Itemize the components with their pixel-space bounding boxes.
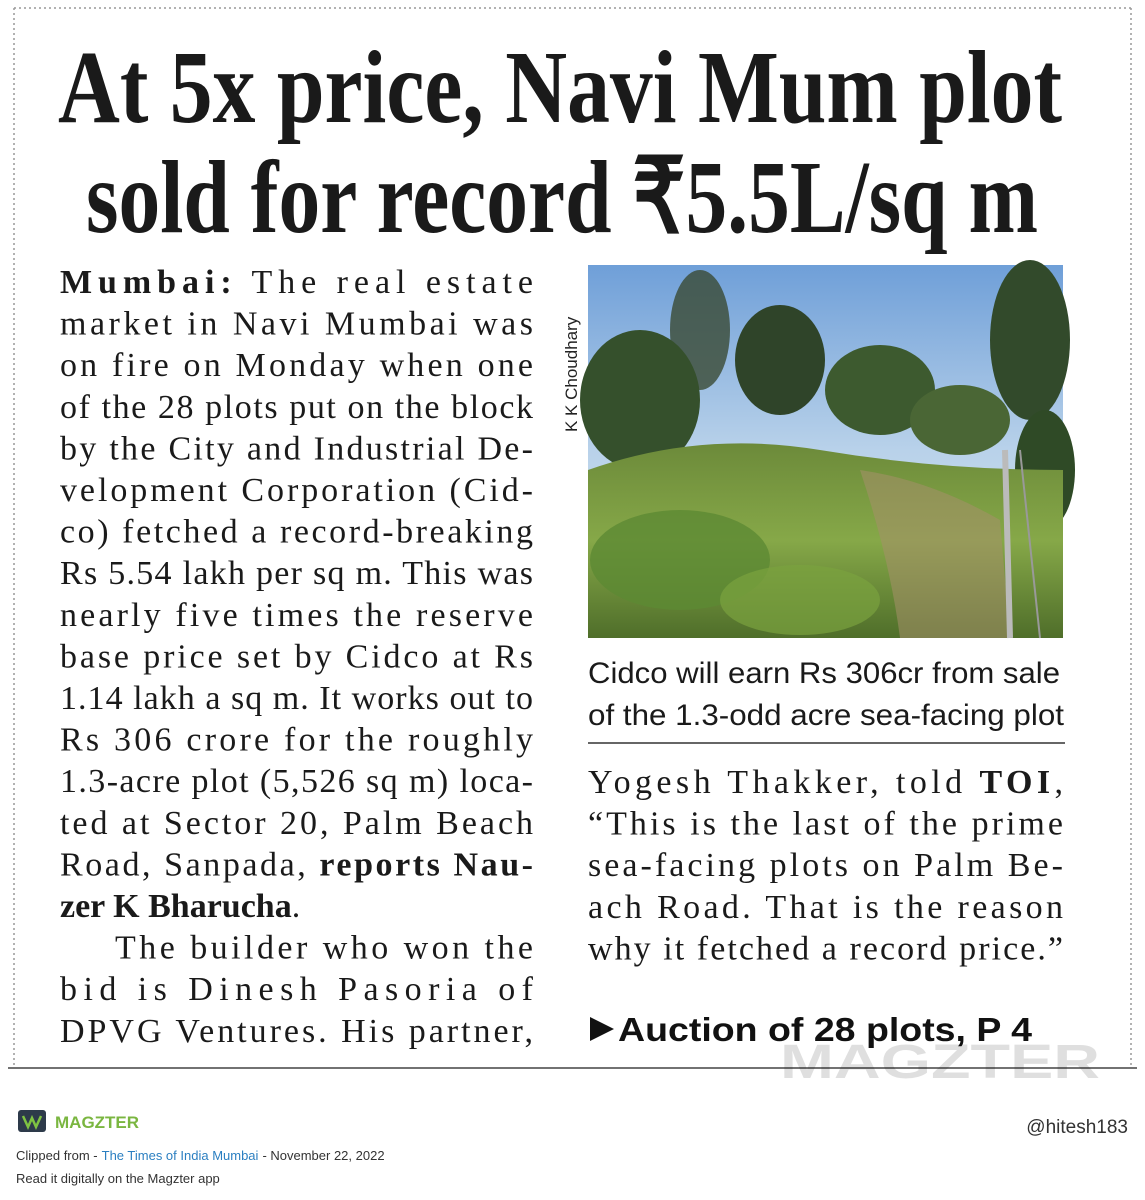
body-line: Road, Sanpada, reports Nau- (60, 846, 533, 883)
body-line: co) fetched a record-breaking (60, 514, 533, 551)
body-line: sea-facing plots on Palm Be- (588, 847, 1063, 884)
text: . (292, 888, 301, 925)
text: on fire on Monday when one (60, 347, 533, 384)
text: “This is the last of the prime (588, 806, 1063, 843)
clipped-label: Clipped from - (16, 1148, 98, 1163)
text: 1.3-acre plot (5,526 sq m) loca- (60, 763, 533, 800)
body-line: zer K Bharucha. (60, 888, 300, 925)
right-column: Yogesh Thakker, told TOI , “This is the la… (588, 764, 1063, 967)
headline: At 5x price, Navi Mum plot (58, 30, 1062, 145)
text: sea-facing plots on Palm Be- (588, 847, 1063, 884)
text: DPVG Ventures. His partner, (60, 1013, 533, 1050)
handle: @hitesh183 (1026, 1117, 1128, 1138)
text: The builder who won the (115, 930, 533, 967)
body-line: ted at Sector 20, Palm Beach (60, 805, 533, 842)
text: Yogesh Thakker, told (588, 764, 975, 801)
bold-text: zer K Bharucha (60, 888, 292, 925)
headline: sold for record ₹5.5L/sq m (86, 140, 1038, 255)
brand: MAGZTER (55, 1113, 139, 1132)
body-line: The builder who won the (115, 930, 533, 967)
body-line: of the 28 plots put on the block (60, 389, 533, 426)
text: by the City and Industrial De- (60, 430, 533, 467)
jump-arrow (590, 1017, 614, 1041)
body-line: DPVG Ventures. His partner, (60, 1013, 533, 1050)
jump-line: Auction of 28 plots, P 4 (618, 1011, 1033, 1048)
body-line: velopment Corporation (Cid- (60, 472, 533, 509)
body-line: Rs 5.54 lakh per sq m. This was (60, 555, 533, 592)
body-line: why it fetched a record price.” (588, 930, 1063, 967)
date: - November 22, 2022 (262, 1148, 384, 1163)
magzter-logo (18, 1110, 46, 1132)
text: 1.14 lakh a sq m. It works out to (60, 680, 533, 717)
watermark: MAGZTER (780, 1036, 1100, 1089)
publication-link[interactable]: The Times of India Mumbai (102, 1148, 259, 1163)
photo-credit: K K Choudhary (562, 316, 581, 432)
cta: Read it digitally on the Magzter app (16, 1171, 220, 1186)
body-line: 1.14 lakh a sq m. It works out to (60, 680, 533, 717)
body-line: on fire on Monday when one (60, 347, 533, 384)
bold-text: TOI (979, 764, 1050, 801)
body-line: by the City and Industrial De- (60, 430, 533, 467)
photo (580, 260, 1075, 639)
bold-text: Mumbai: (60, 264, 232, 301)
body-line: nearly five times the reserve (60, 597, 533, 634)
body-line: base price set by Cidco at Rs (60, 638, 533, 675)
body-line: 1.3-acre plot (5,526 sq m) loca- (60, 763, 533, 800)
text: co) fetched a record-breaking (60, 514, 533, 551)
body-line: “This is the last of the prime (588, 806, 1063, 843)
text: The real estate (238, 264, 533, 301)
text: velopment Corporation (Cid- (60, 472, 533, 509)
text: of the 28 plots put on the block (60, 389, 533, 426)
bold-text: reports Nau- (319, 846, 533, 883)
text: base price set by Cidco at Rs (60, 638, 533, 675)
body-line: Yogesh Thakker, told TOI, (588, 764, 1063, 801)
text: Rs 5.54 lakh per sq m. This was (60, 555, 533, 592)
text: why it fetched a record price.” (588, 930, 1063, 967)
photo-caption: of the 1.3-odd acre sea-facing plot (588, 699, 1065, 732)
text: , (1055, 764, 1064, 801)
text: ted at Sector 20, Palm Beach (60, 805, 533, 842)
text: nearly five times the reserve (60, 597, 533, 634)
photo-caption: Cidco will earn Rs 306cr from sale (588, 657, 1060, 690)
clipped-from: Clipped from - The Times of India Mumbai -… (16, 1148, 385, 1163)
